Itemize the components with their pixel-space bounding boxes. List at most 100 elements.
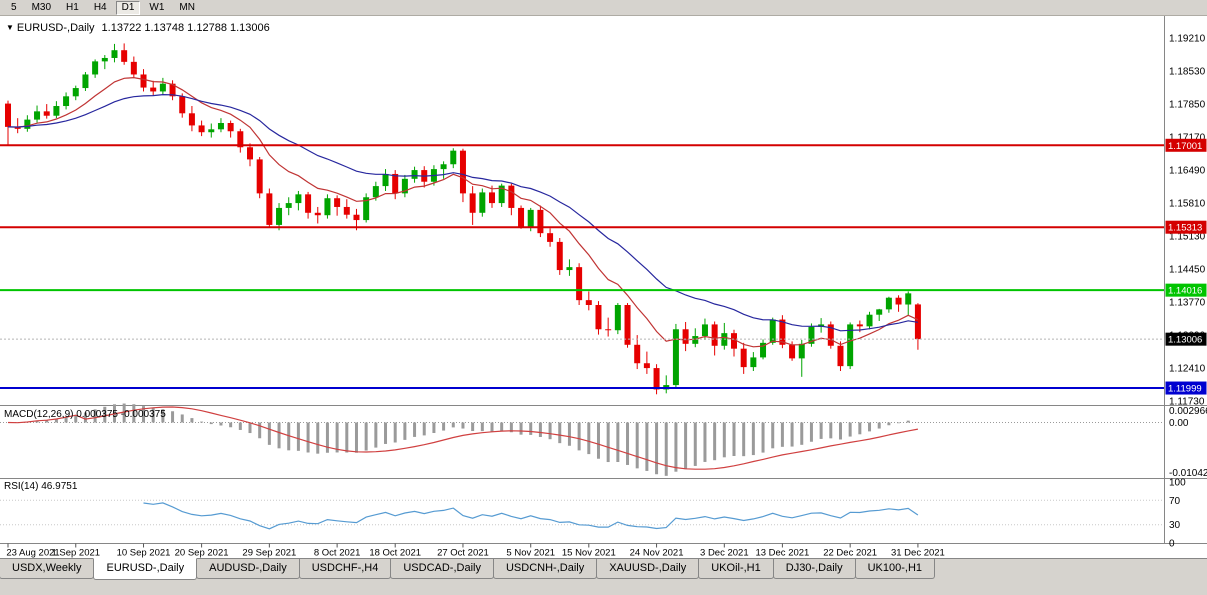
candle-body xyxy=(169,83,176,97)
price-axis-label: 1.15810 xyxy=(1169,199,1206,210)
price-axis-label: 1.16490 xyxy=(1169,166,1206,177)
macd-axis-label: 0.002966 xyxy=(1169,406,1207,417)
candle-body xyxy=(624,304,631,345)
candle-body xyxy=(547,233,554,242)
macd-axis-label: 0.00 xyxy=(1169,418,1189,429)
candle-body xyxy=(92,61,99,75)
candle-body xyxy=(566,267,573,271)
candle-body xyxy=(314,212,321,216)
chart-tab-usdx-weekly[interactable]: USDX,Weekly xyxy=(0,559,95,579)
time-axis-label: 29 Sep 2021 xyxy=(242,548,296,559)
hline-1.11999-tag-label: 1.11999 xyxy=(1168,384,1202,395)
candle-body xyxy=(179,96,186,114)
timeframe-button-h4[interactable]: H4 xyxy=(93,1,107,13)
rsi-axis-label: 30 xyxy=(1169,520,1181,531)
time-axis-label: 13 Dec 2021 xyxy=(755,548,809,559)
candle-body xyxy=(595,304,602,330)
candle-body xyxy=(614,304,621,331)
candle-body xyxy=(63,96,70,107)
candle-body xyxy=(750,357,757,368)
candle-body xyxy=(353,214,360,221)
candle-body xyxy=(266,193,273,225)
candle-body xyxy=(450,150,457,165)
chart-tab-xauusd-daily[interactable]: XAUUSD-,Daily xyxy=(596,559,700,579)
chart-tab-usdchf-h4[interactable]: USDCHF-,H4 xyxy=(298,559,392,579)
candle-body xyxy=(101,57,108,62)
candle-body xyxy=(701,324,708,337)
rsi-indicator-label: RSI(14) 46.9751 xyxy=(4,481,78,492)
candle-body xyxy=(469,193,476,213)
candle-body xyxy=(324,198,331,216)
candle-body xyxy=(876,309,883,315)
timeframe-toolbar: 5 M30 H1 H4 D1 W1 MN xyxy=(0,0,1207,16)
candle-body xyxy=(72,88,79,97)
candle-body xyxy=(537,209,544,234)
bid-price-tag-label: 1.13006 xyxy=(1168,335,1202,346)
candle-body xyxy=(305,194,312,213)
macd-signal-line xyxy=(7,406,919,470)
chart-tab-ukoil-h1[interactable]: UKOil-,H1 xyxy=(698,559,774,579)
timeframe-button-mn[interactable]: MN xyxy=(179,1,195,13)
candle-body xyxy=(392,173,399,194)
candle-body xyxy=(247,147,253,160)
chart-tab-usdcnh-daily[interactable]: USDCNH-,Daily xyxy=(492,559,598,579)
rsi-line xyxy=(143,502,919,530)
ma-10-line xyxy=(7,76,919,348)
candle-body xyxy=(634,344,641,364)
candle-body xyxy=(895,297,902,305)
candle-body xyxy=(159,83,166,92)
candle-body xyxy=(334,198,341,207)
symbol-marker-icon: ▼ xyxy=(6,23,14,32)
chart-tab-eurusd-daily[interactable]: EURUSD-,Daily xyxy=(93,558,198,580)
candle-body xyxy=(43,111,50,116)
candle-body xyxy=(24,119,31,129)
chart-tab-bar: USDX,Weekly EURUSD-,Daily AUDUSD-,Daily USD… xyxy=(0,558,1207,595)
candle-body xyxy=(498,185,505,204)
chart-tab-dj30-daily[interactable]: DJ30-,Daily xyxy=(772,559,856,579)
candle-body xyxy=(508,185,515,208)
time-axis-label: 22 Dec 2021 xyxy=(823,548,877,559)
time-axis-label: 20 Sep 2021 xyxy=(175,548,229,559)
timeframe-button-h1[interactable]: H1 xyxy=(66,1,79,13)
macd-axis-label: -0.01042 xyxy=(1169,468,1207,479)
chart-tab-uk100-h1[interactable]: UK100-,H1 xyxy=(854,559,936,579)
rsi-axis-label: 0 xyxy=(1169,539,1175,550)
candle-body xyxy=(382,173,389,187)
time-axis-label: 3 Dec 2021 xyxy=(700,548,749,559)
candle-body xyxy=(769,319,776,343)
candle-body xyxy=(779,319,786,345)
macd-indicator-label: MACD(12,26,9) 0.000375 -0.000375 xyxy=(4,409,166,420)
candle-body xyxy=(489,192,495,204)
candle-body xyxy=(866,314,873,327)
hline-1.17001-tag-label: 1.17001 xyxy=(1168,141,1202,152)
timeframe-button-d1[interactable]: D1 xyxy=(115,0,141,15)
hline-1.15313-tag-label: 1.15313 xyxy=(1168,223,1202,234)
price-axis-label: 1.14450 xyxy=(1169,265,1206,276)
candle-body xyxy=(585,300,592,305)
candle-body xyxy=(140,74,147,88)
price-chart-canvas: 1.19210 1.18530 1.17850 1.17170 1.16490 1.158… xyxy=(0,16,1207,558)
chart-tab-audusd-daily[interactable]: AUDUSD-,Daily xyxy=(196,559,300,579)
timeframe-button-m30[interactable]: M30 xyxy=(31,1,52,13)
candle-body xyxy=(643,363,650,369)
candle-body xyxy=(82,74,89,89)
candle-body xyxy=(372,186,379,198)
candle-body xyxy=(150,87,157,92)
candle-body xyxy=(53,106,60,116)
candle-body xyxy=(198,125,205,133)
candle-body xyxy=(188,113,195,126)
chart-tab-usdcad-daily[interactable]: USDCAD-,Daily xyxy=(390,559,494,579)
timeframe-button-5[interactable]: 5 xyxy=(11,1,17,13)
candle-body xyxy=(556,241,563,271)
candle-body xyxy=(740,348,747,368)
time-axis-label: 1 Sep 2021 xyxy=(51,548,100,559)
candle-body xyxy=(518,207,525,228)
candle-body xyxy=(837,345,844,367)
candle-body xyxy=(605,329,612,331)
timeframe-button-w1[interactable]: W1 xyxy=(149,1,165,13)
time-axis-label: 5 Nov 2021 xyxy=(506,548,555,559)
candle-body xyxy=(208,129,215,133)
candle-body xyxy=(14,126,21,129)
price-axis-label: 1.19210 xyxy=(1169,34,1206,45)
